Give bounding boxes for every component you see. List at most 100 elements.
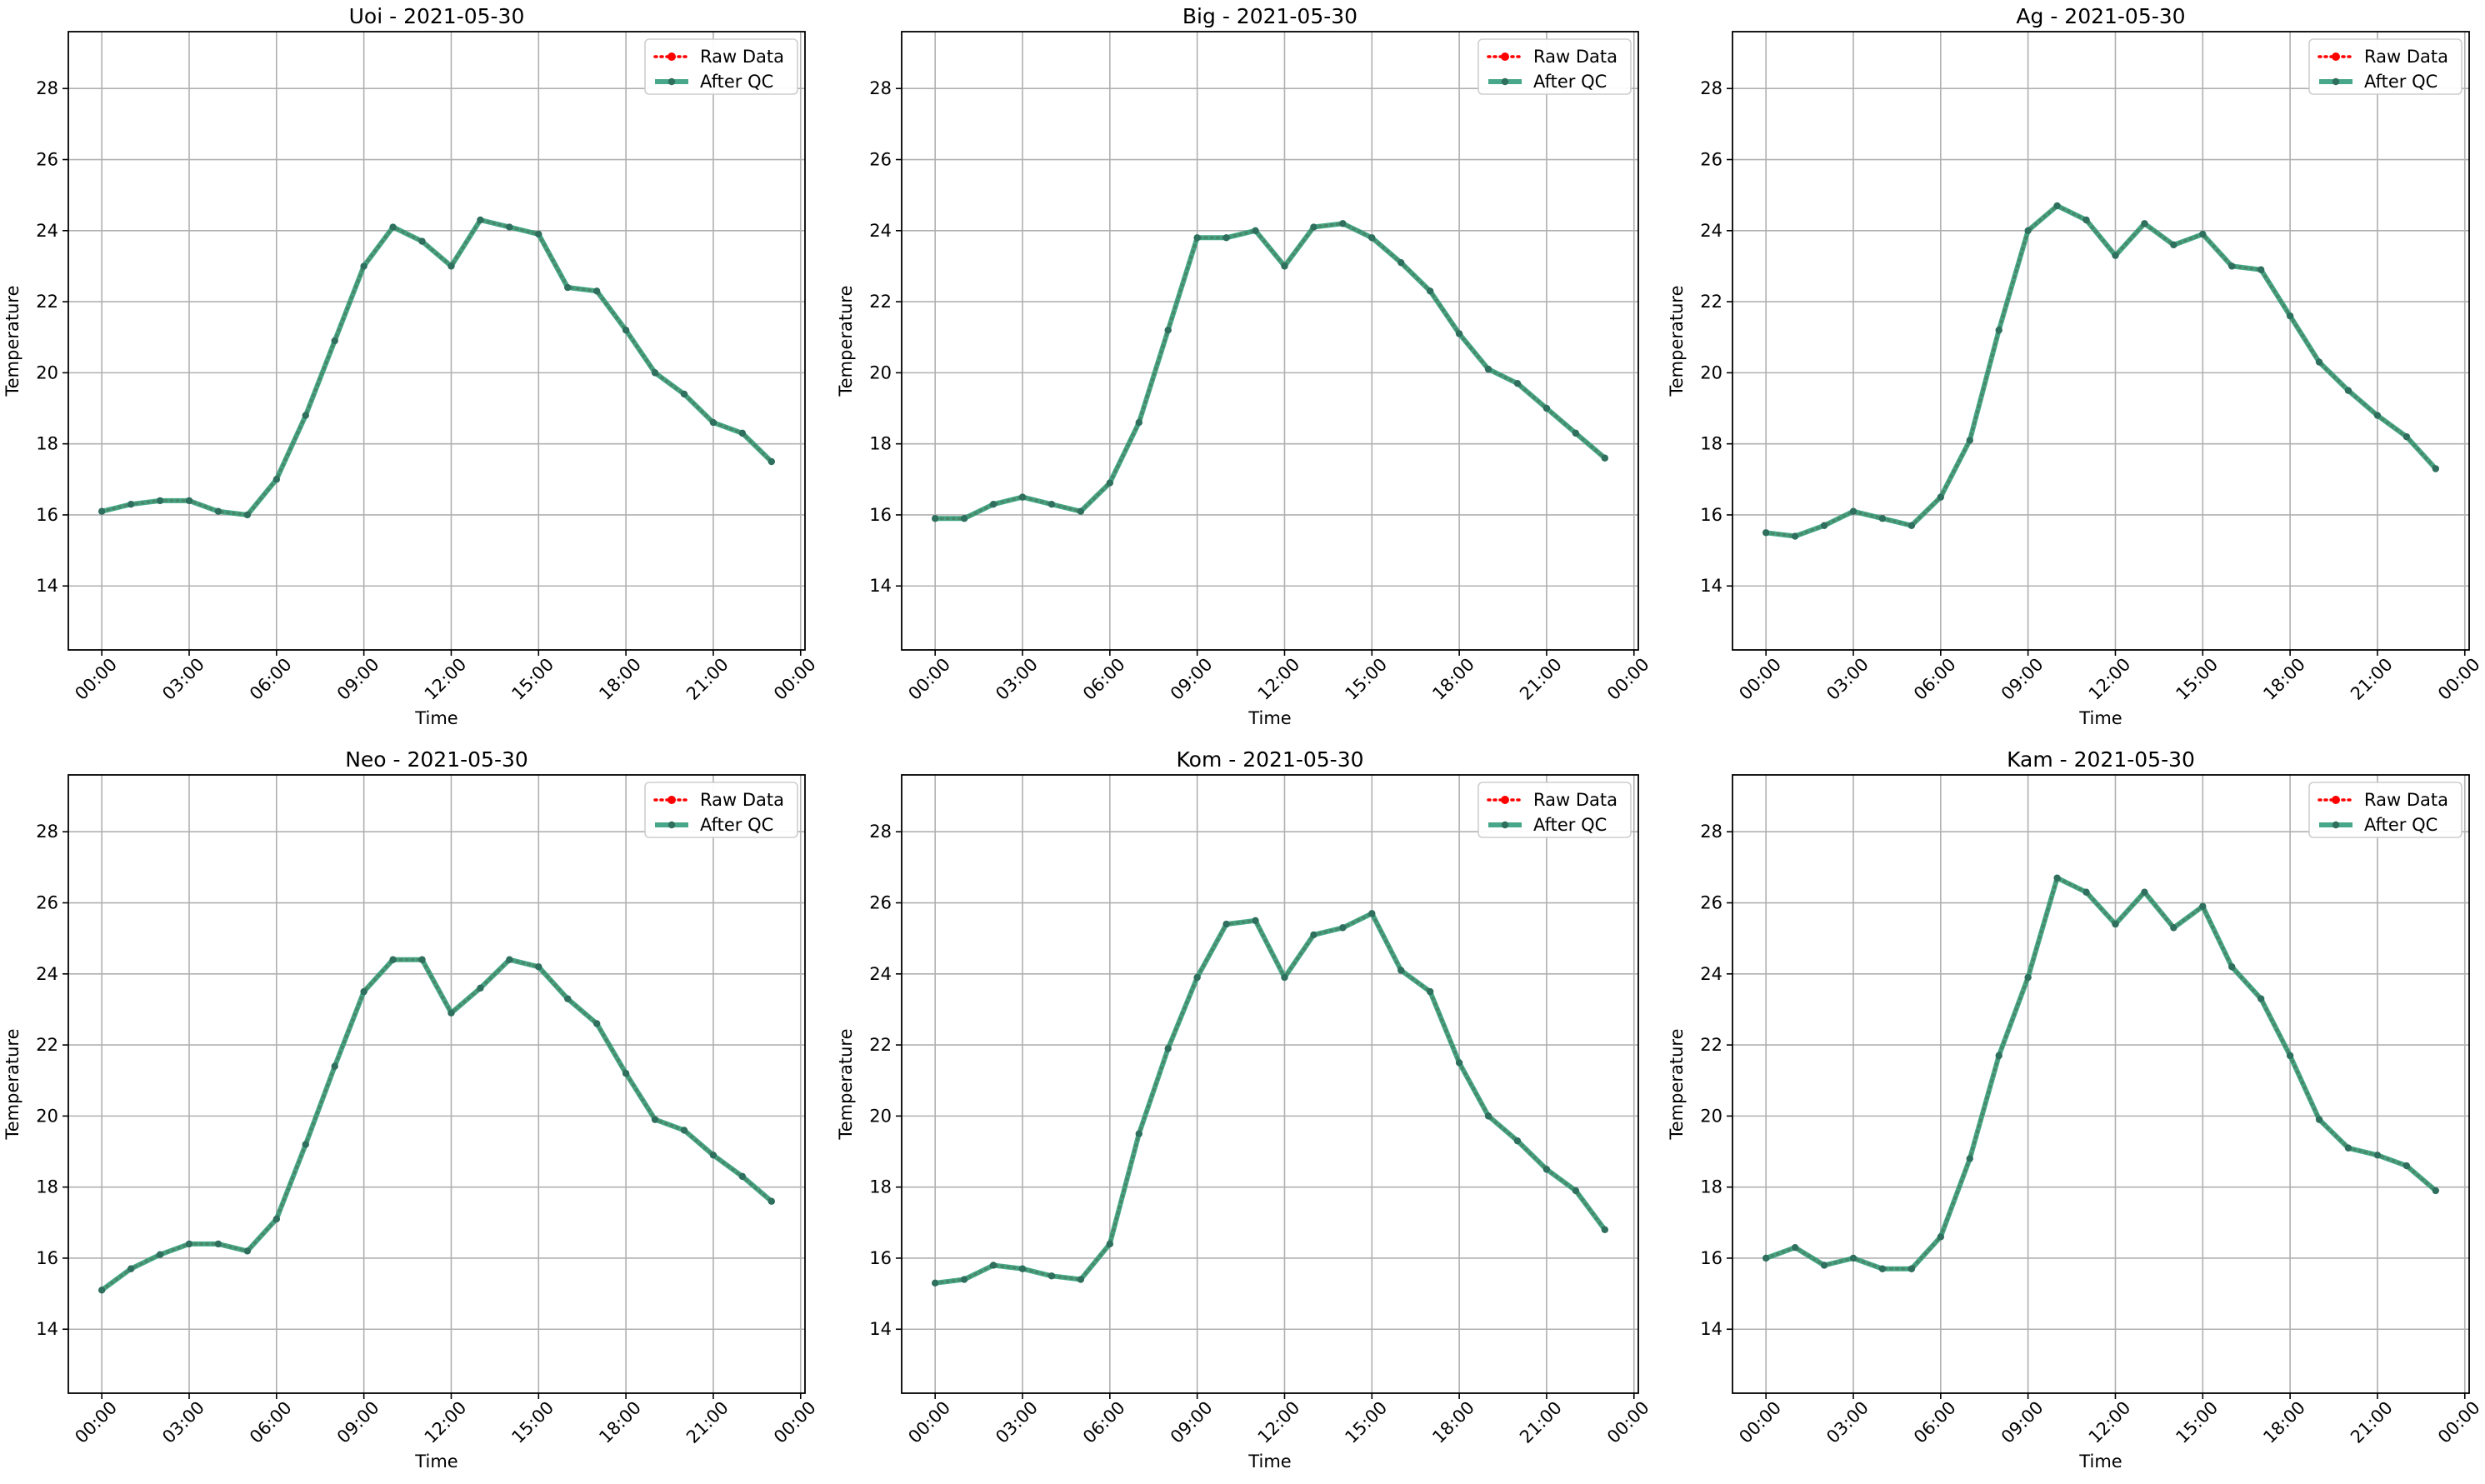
data-point [989,1262,998,1269]
y-tick-label: 28 [869,78,892,98]
y-tick-label: 16 [869,1248,892,1268]
data-point [272,1215,281,1223]
x-tick-label: 00:00 [1603,654,1653,704]
legend-label-after-qc: After QC [700,72,773,92]
data-point [535,963,542,971]
axes-frame [901,31,1639,651]
data-point [185,1240,193,1248]
series-line-after-qc [101,217,773,517]
x-tick-label: 00:00 [71,654,121,704]
data-point [1048,500,1056,508]
legend: Raw Data After QC [1478,38,1632,95]
y-axis-label: Temperature [836,285,856,397]
data-point [2344,1144,2352,1152]
data-point [477,216,484,224]
x-tick-label: 12:00 [421,1397,471,1447]
x-tick-label: 00:00 [904,654,954,704]
plot-area [1732,775,2469,1393]
data-point [1106,479,1114,487]
data-point [1995,327,2002,334]
x-axis-label: Time [2078,708,2122,728]
legend-label-after-qc: After QC [700,815,773,835]
data-point [1513,1137,1522,1145]
axes-frame [901,774,1639,1394]
legend-label-raw-data: Raw Data [1533,47,1618,67]
x-tick-label: 15:00 [2172,654,2222,704]
data-point [1077,507,1085,515]
data-point [1966,437,1973,444]
x-tick-label: 15:00 [508,1397,558,1447]
data-point [2082,888,2090,896]
y-tick-label: 22 [869,292,892,312]
data-point [1398,258,1405,267]
data-point [680,390,688,398]
x-tick-label: 09:00 [333,1397,383,1447]
x-tick-label: 12:00 [2085,654,2135,704]
legend: Raw Data After QC [1478,782,1632,838]
data-point [1077,1276,1085,1283]
x-tick-label: 18:00 [1428,1397,1478,1447]
legend-label-after-qc: After QC [1533,72,1607,92]
y-axis-label: Temperature [1667,285,1687,397]
y-axis-label: Temperature [2,285,22,397]
data-point [989,500,998,508]
data-point [302,1141,309,1148]
plot-area [902,775,1638,1393]
legend-label-after-qc: After QC [2364,72,2438,92]
legend-marker-raw-data [1501,52,1509,61]
y-tick-label: 28 [36,78,58,98]
data-point [1791,532,1799,540]
data-point [2373,1152,2382,1159]
data-point [302,412,309,419]
data-point [272,476,281,483]
legend-label-raw-data: Raw Data [1533,790,1618,810]
data-point [1820,1262,1828,1269]
y-tick-label: 20 [1700,1106,1722,1126]
data-point [2286,1052,2294,1060]
legend: Raw Data After QC [644,782,798,838]
data-point [185,497,193,505]
series-line-after-qc [935,221,1607,522]
legend-label-raw-data: Raw Data [700,790,784,810]
x-tick-label: 03:00 [158,654,208,704]
data-point [2228,963,2236,971]
data-point [506,223,513,231]
x-tick-label: 00:00 [2434,1397,2484,1447]
x-tick-label: 21:00 [682,1397,732,1447]
data-point [1193,234,1201,242]
chart-title: Big - 2021-05-30 [1182,4,1358,28]
data-point [1601,454,1609,462]
plot-area [1732,32,2469,650]
axes-frame [68,774,806,1394]
y-tick-label: 24 [869,221,892,241]
chart-panel-2: 00:00 03:00 06:00 09:00 12:00 15:00 18:00 21:00… [1667,4,2484,728]
data-point [1252,917,1259,925]
y-tick-label: 20 [36,1106,58,1126]
y-tick-label: 18 [869,434,892,454]
data-point [1368,910,1376,917]
y-tick-label: 20 [869,362,892,382]
x-tick-label: 06:00 [1079,654,1129,704]
x-tick-label: 03:00 [1822,654,1872,704]
y-tick-label: 14 [869,1319,892,1339]
data-point [477,984,484,992]
x-tick-label: 15:00 [1341,1397,1391,1447]
data-point [1018,493,1027,501]
data-point [931,515,939,522]
x-tick-label: 15:00 [1341,654,1391,704]
data-point [768,1197,776,1205]
data-point [1849,507,1858,515]
data-point [535,230,542,238]
data-point [98,507,106,515]
data-point [564,995,572,1002]
data-point [2257,266,2265,273]
data-point [1995,1052,2002,1060]
y-tick-label: 22 [36,1035,58,1055]
x-tick-label: 09:00 [1167,1397,1217,1447]
data-point [1542,1166,1551,1173]
data-point [1164,327,1172,334]
y-tick-label: 24 [1700,964,1722,984]
data-point [243,511,252,519]
data-point [1048,1272,1056,1280]
y-tick-label: 16 [1700,505,1722,525]
